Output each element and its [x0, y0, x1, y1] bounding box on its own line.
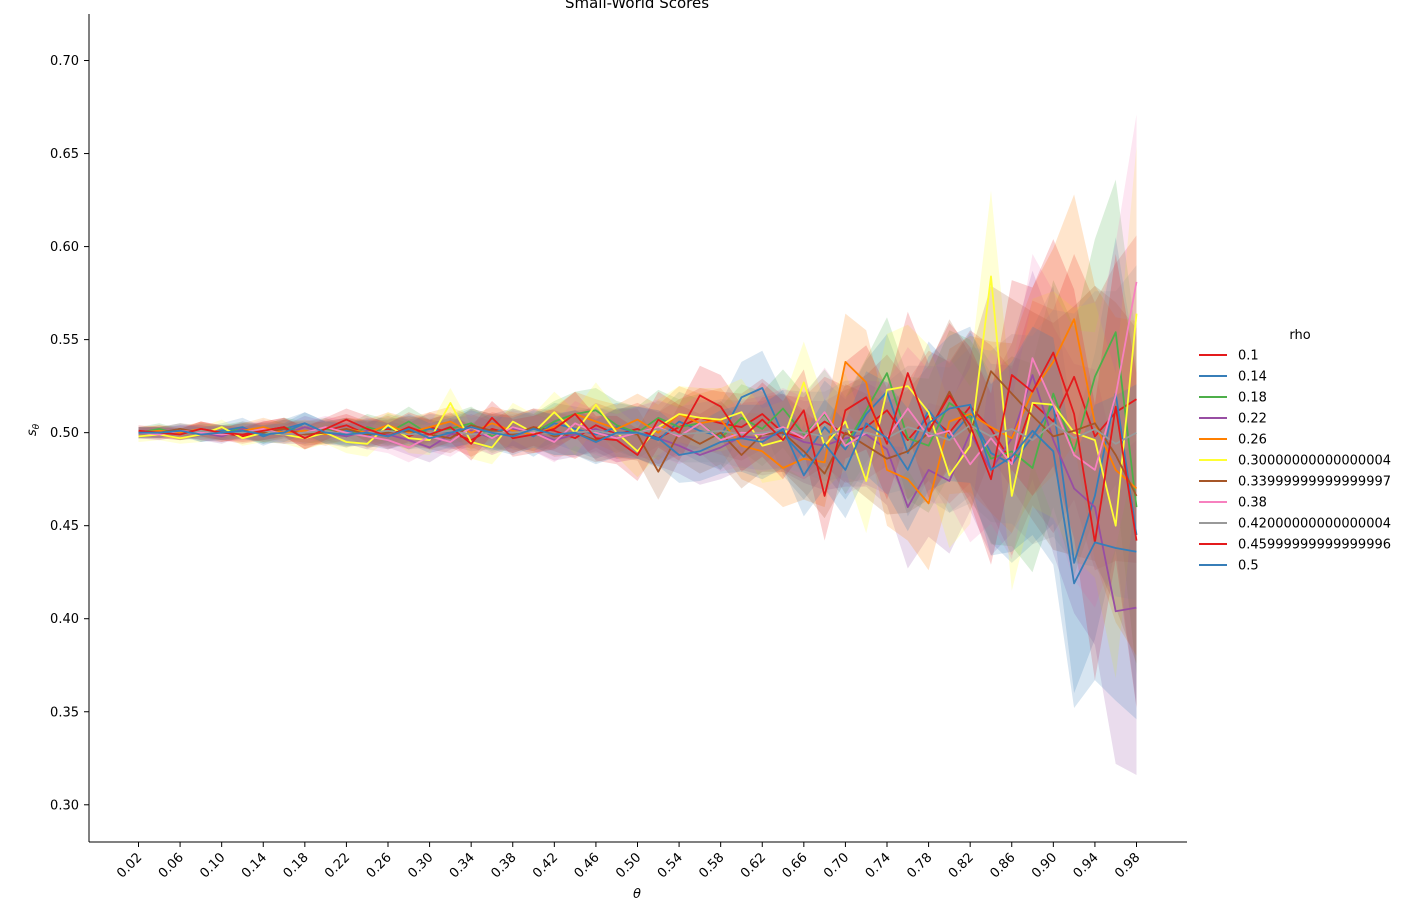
y-tick-label: 0.60 — [50, 240, 79, 255]
y-tick-label: 0.50 — [50, 426, 79, 441]
x-tick-label: 0.94 — [1071, 850, 1102, 881]
band-rho-9 — [138, 239, 1137, 708]
band-rho-2 — [138, 179, 1137, 675]
y-tick-label: 0.40 — [50, 612, 79, 627]
x-ticks: 0.02 0.06 0.10 0.14 0.18 0.22 0.26 0.30 0.34 0.38… — [114, 842, 1143, 881]
x-tick-label: 0.22 — [322, 850, 353, 881]
y-axis-label-main: s — [25, 429, 40, 436]
y-axis-label: sθ — [25, 423, 42, 436]
x-tick-label: 0.42 — [530, 850, 561, 881]
x-tick-label: 0.70 — [821, 850, 852, 881]
x-tick-label: 0.78 — [904, 850, 935, 881]
x-tick-label: 0.18 — [281, 850, 312, 881]
x-tick-label: 0.90 — [1029, 850, 1060, 881]
x-tick-label: 0.62 — [738, 850, 769, 881]
x-tick-label: 0.74 — [863, 850, 894, 881]
y-tick-label: 0.70 — [50, 54, 79, 69]
legend-label: 0.22 — [1238, 412, 1267, 427]
x-tick-label: 0.86 — [987, 850, 1018, 881]
line-rho-4 — [138, 318, 1138, 505]
y-tick-label: 0.45 — [50, 519, 79, 534]
x-tick-label: 0.30 — [405, 850, 436, 881]
x-tick-label: 0.38 — [488, 850, 519, 881]
band-rho-0 — [138, 235, 1137, 571]
line-rho-9 — [138, 351, 1138, 544]
band-rho-7 — [138, 114, 1137, 608]
legend: rho 0.1 0.14 0.18 0.22 0.26 0.300000000000000… — [1199, 328, 1391, 574]
line-rho-10 — [138, 403, 1137, 585]
x-tick-label: 0.54 — [655, 850, 686, 881]
x-tick-label: 0.58 — [696, 850, 727, 881]
x-tick-label: 0.66 — [780, 850, 811, 881]
y-tick-label: 0.30 — [50, 798, 79, 813]
x-tick-label: 0.50 — [613, 850, 644, 881]
y-tick-label: 0.65 — [50, 147, 79, 162]
x-tick-label: 0.34 — [447, 850, 478, 881]
legend-label: 0.1 — [1238, 349, 1259, 364]
legend-label: 0.42000000000000004 — [1238, 517, 1391, 532]
y-tick-label: 0.55 — [50, 333, 79, 348]
x-tick-label: 0.82 — [946, 850, 977, 881]
chart-title: Small-World Scores — [565, 0, 709, 12]
legend-label: 0.38 — [1238, 496, 1267, 511]
x-tick-label: 0.98 — [1112, 850, 1143, 881]
legend-title: rho — [1289, 328, 1310, 343]
band-rho-3 — [138, 270, 1137, 775]
legend-label: 0.5 — [1238, 559, 1259, 574]
series-lines — [138, 275, 1138, 613]
legend-label: 0.33999999999999997 — [1238, 475, 1391, 490]
band-rho-4 — [138, 194, 1137, 656]
x-tick-label: 0.02 — [114, 850, 145, 881]
y-tick-label: 0.35 — [50, 705, 79, 720]
y-axis-label-sub: θ — [32, 423, 42, 429]
x-tick-label: 0.46 — [572, 850, 603, 881]
x-tick-label: 0.14 — [239, 850, 270, 881]
legend-label: 0.45999999999999996 — [1238, 538, 1391, 553]
legend-label: 0.30000000000000004 — [1238, 454, 1391, 469]
y-ticks: 0.30 0.35 0.40 0.45 0.50 0.55 0.60 0.65 0.70 — [50, 54, 89, 813]
line-rho-6 — [138, 370, 1138, 497]
band-rho-1 — [138, 237, 1137, 707]
band-rho-5 — [138, 146, 1137, 679]
x-tick-label: 0.26 — [364, 850, 395, 881]
legend-label: 0.18 — [1238, 391, 1267, 406]
x-tick-label: 0.06 — [156, 850, 187, 881]
legend-label: 0.26 — [1238, 433, 1267, 448]
x-tick-label: 0.10 — [197, 850, 228, 881]
legend-label: 0.14 — [1238, 370, 1267, 385]
x-axis-label: θ — [633, 887, 641, 900]
